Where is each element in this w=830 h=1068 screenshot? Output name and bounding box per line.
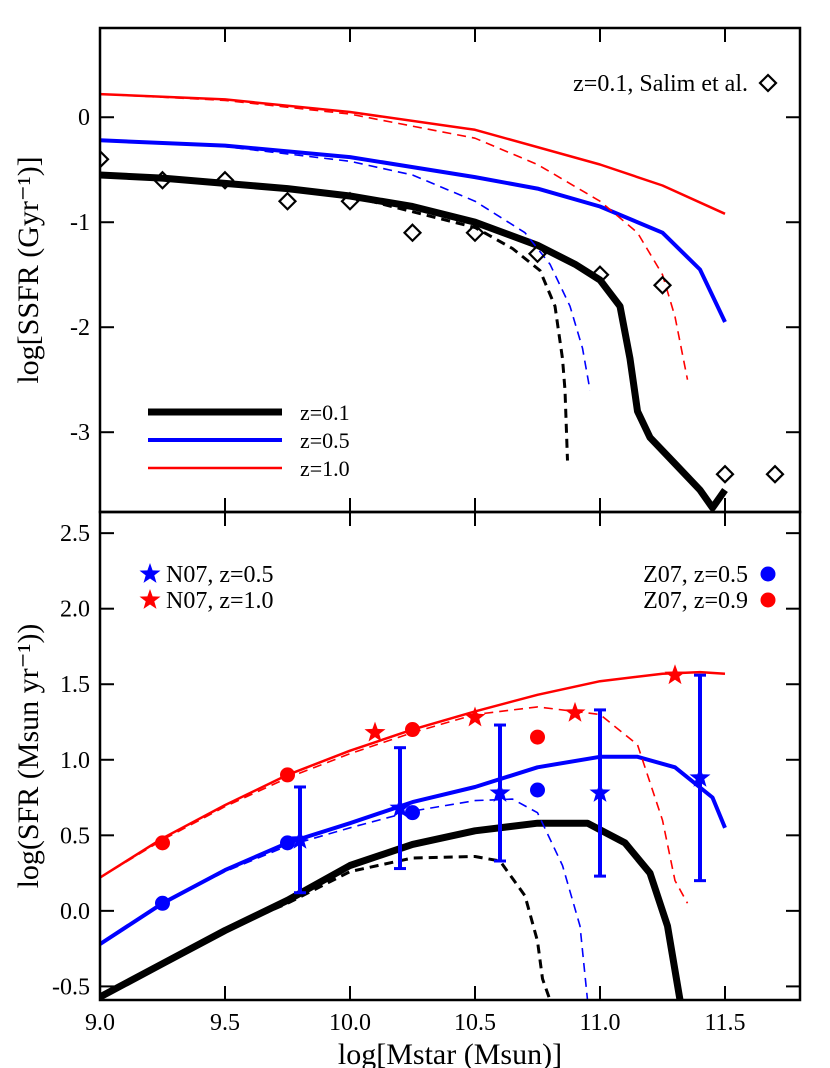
- star-marker: [664, 664, 686, 685]
- diamond-marker: [652, 275, 673, 295]
- line: [100, 171, 728, 512]
- y-tick-label: -0.5: [52, 974, 90, 1000]
- diamond-marker: [758, 73, 778, 93]
- y-tick-label: -1: [70, 210, 90, 236]
- circle-marker: [280, 835, 295, 851]
- diamond-marker: [465, 223, 485, 243]
- y-tick-label: 0: [78, 105, 90, 131]
- diamond-marker: [715, 464, 735, 484]
- y-tick-label: 1.5: [60, 672, 90, 698]
- star-marker: [289, 828, 311, 849]
- star-marker: [489, 782, 511, 802]
- circle-marker: [760, 566, 776, 582]
- diamond-marker: [590, 265, 610, 285]
- star-marker: [564, 701, 586, 722]
- line: [100, 855, 552, 1000]
- diamond-marker: [340, 191, 360, 211]
- diamond-marker: [527, 244, 548, 264]
- plot-area: [100, 664, 727, 1000]
- plot-area: [100, 92, 785, 512]
- x-tick-label: 10.0: [329, 1010, 371, 1036]
- y-tick-label: 1.0: [60, 748, 90, 774]
- line: [100, 754, 727, 946]
- star-marker: [464, 706, 486, 727]
- legend-label: z=0.5: [300, 428, 350, 453]
- diamond-marker: [277, 191, 298, 211]
- legend-label: z=1.0: [300, 456, 350, 481]
- circle-marker: [760, 592, 776, 608]
- circle-marker: [280, 767, 295, 783]
- diamond-marker: [402, 223, 423, 243]
- circle-marker: [530, 782, 545, 798]
- circle-marker: [405, 805, 420, 821]
- x-tick-label: 9.5: [210, 1010, 240, 1036]
- star-marker: [389, 797, 411, 817]
- diamond-marker: [152, 170, 173, 190]
- legend-label: N07, z=1.0: [166, 588, 274, 614]
- y-tick-label: 2.5: [60, 521, 90, 547]
- line: [100, 798, 589, 1000]
- circle-marker: [530, 729, 545, 745]
- legend-label: Z07, z=0.9: [643, 588, 748, 614]
- legend-label: z=0.1: [300, 400, 350, 425]
- circle-marker: [155, 895, 170, 911]
- x-tick-label: 10.5: [454, 1010, 496, 1036]
- circle-marker: [405, 722, 420, 738]
- line: [100, 93, 689, 380]
- star-marker: [364, 721, 386, 742]
- star-marker: [689, 766, 711, 787]
- x-tick-label: 11.0: [579, 1010, 620, 1036]
- y-tick-label: 0.5: [60, 823, 90, 849]
- line: [100, 173, 569, 461]
- diamond-marker: [215, 170, 235, 190]
- line: [100, 819, 684, 1000]
- line: [100, 138, 727, 323]
- y-tick-label: -2: [70, 315, 90, 341]
- plot-frame: [98, 510, 802, 1002]
- legend-label: Z07, z=0.5: [643, 562, 748, 588]
- y-axis-label: log(SFR (Msun yr⁻¹)): [12, 624, 45, 889]
- line: [100, 139, 591, 391]
- legend-label: N07, z=0.5: [166, 562, 274, 588]
- diamond-marker: [100, 149, 110, 169]
- x-tick-label: 9.0: [85, 1010, 115, 1036]
- star-marker: [139, 563, 161, 583]
- y-tick-label: -3: [70, 420, 90, 446]
- star-marker: [139, 589, 161, 609]
- y-tick-label: 2.0: [60, 597, 90, 623]
- diamond-marker: [765, 464, 785, 484]
- legend-label: z=0.1, Salim et al.: [573, 71, 748, 97]
- line: [100, 92, 726, 215]
- circle-marker: [155, 835, 170, 851]
- x-tick-label: 11.5: [704, 1010, 745, 1036]
- star-marker: [589, 782, 611, 802]
- y-tick-label: 0.0: [60, 899, 90, 925]
- x-axis-label: log[Mstar (Msun)]: [338, 1038, 562, 1068]
- y-axis-label: log[SSFR (Gyr⁻¹)]: [12, 156, 45, 383]
